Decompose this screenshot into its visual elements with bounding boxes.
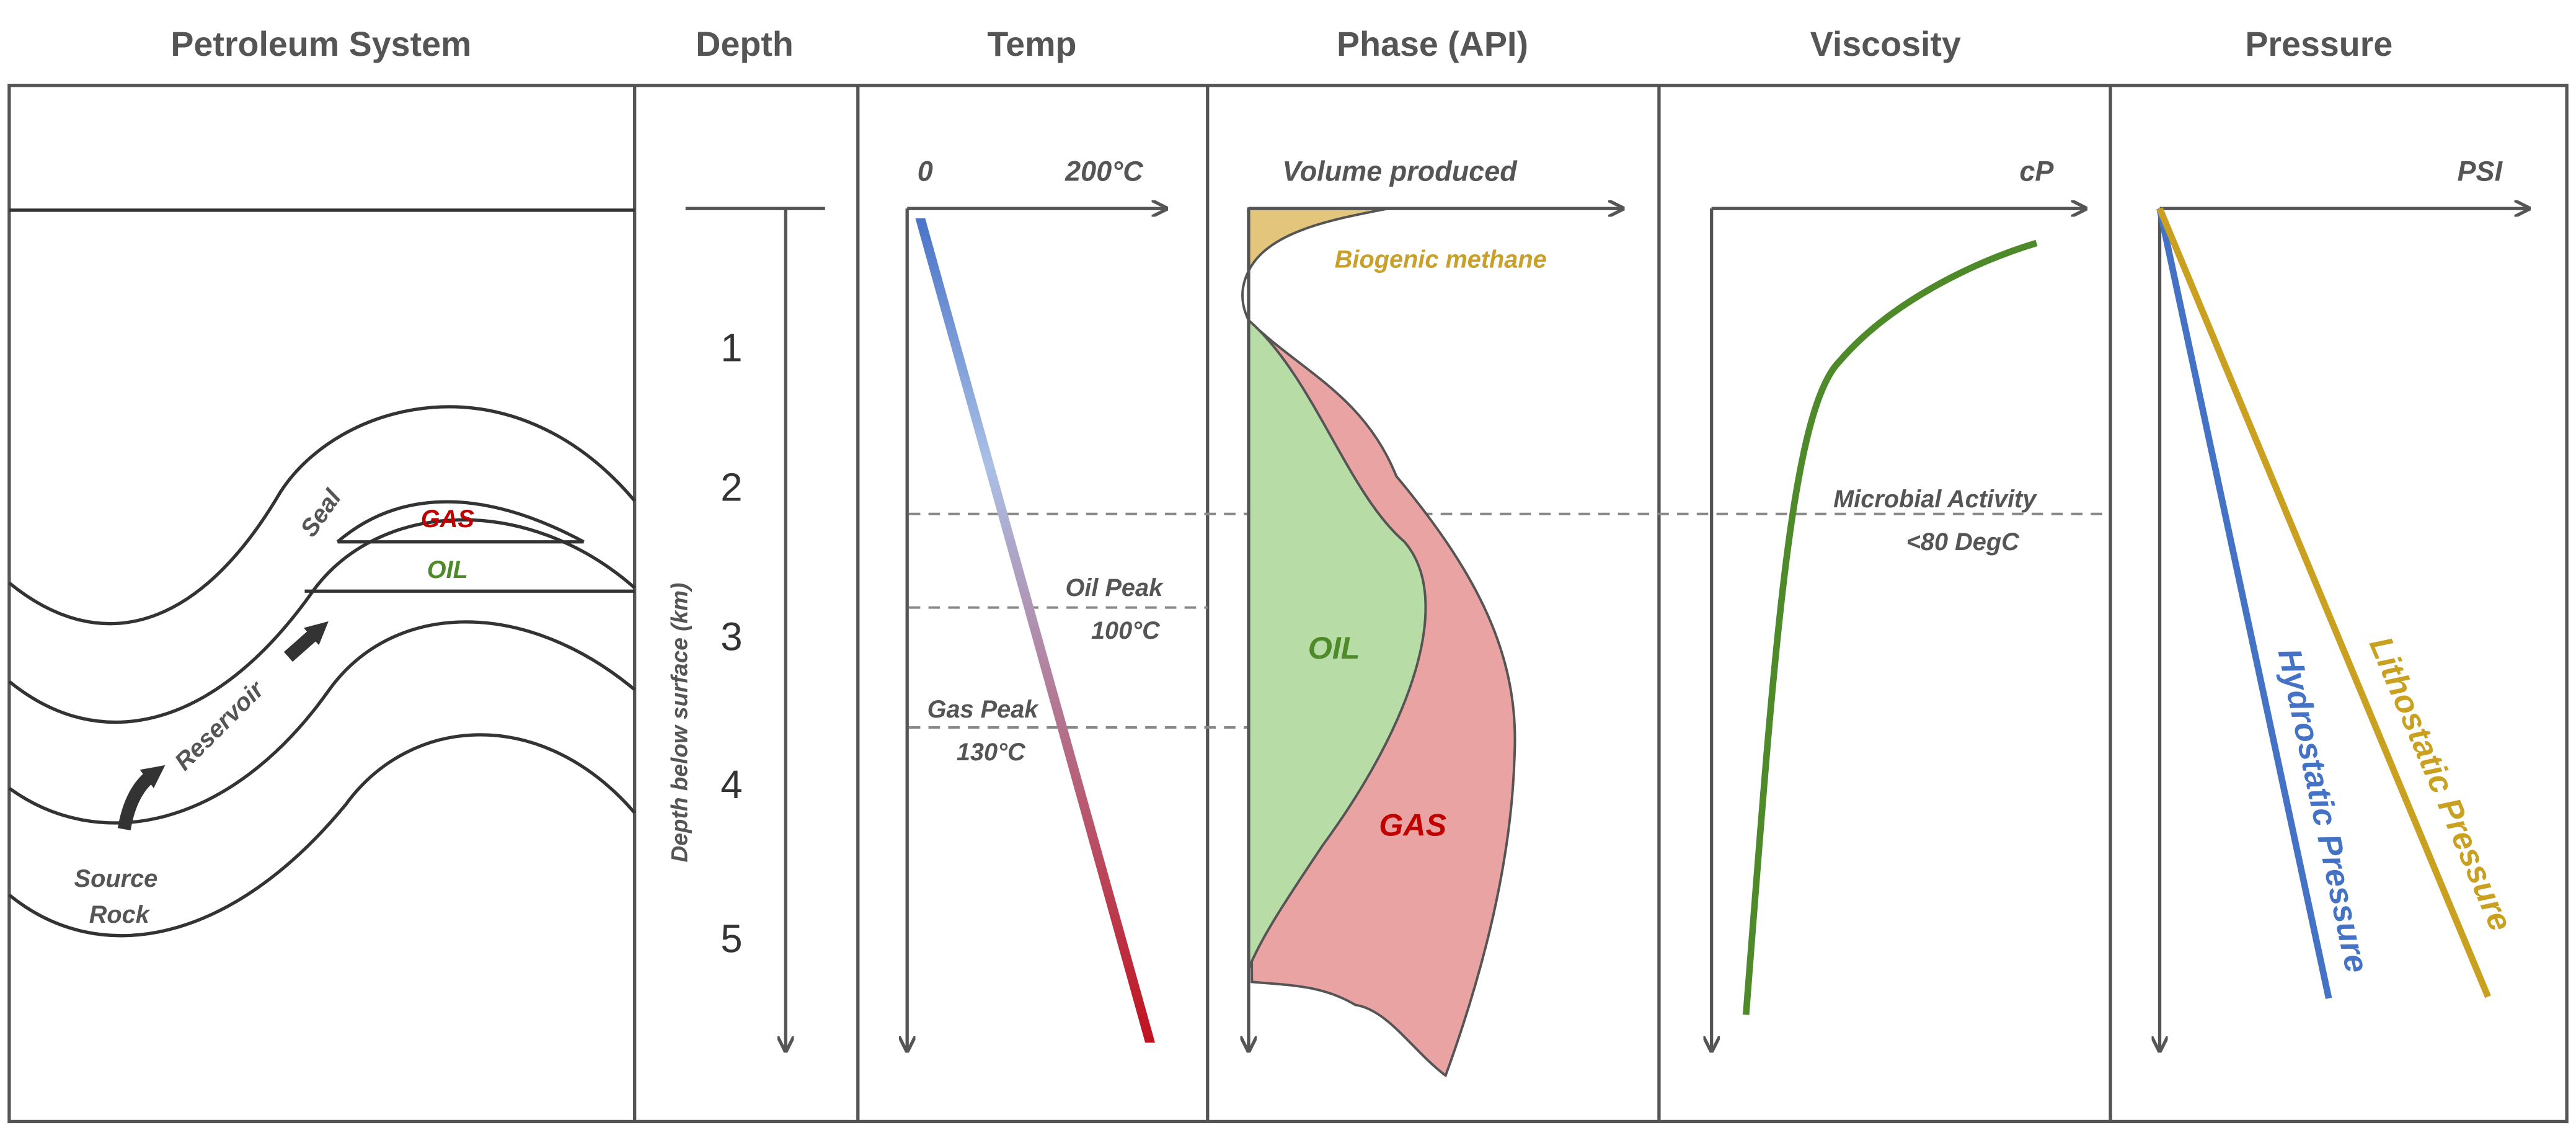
biogenic-label: Biogenic methane: [1335, 246, 1547, 273]
depth-tick: 4: [720, 763, 742, 807]
gas-peak-label: Gas Peak: [927, 696, 1040, 723]
column-title: Viscosity: [1810, 25, 1961, 63]
frame: [7, 84, 2569, 1124]
microbial-label: <80 DegC: [1906, 528, 2020, 556]
depth-tick: 5: [720, 917, 742, 961]
column-title: Temp: [987, 25, 1076, 63]
oil-peak-label: 100°C: [1091, 617, 1161, 644]
reservoir-label: Reservoir: [169, 675, 270, 775]
depth-tick: 2: [720, 466, 742, 510]
biogenic-area: [1247, 207, 1389, 272]
lithostatic-line: [2156, 207, 2491, 998]
oil-label: OIL: [1308, 630, 1360, 665]
petroleum-layers: [8, 208, 636, 938]
viscosity-axis-label: cP: [2019, 155, 2054, 187]
temp-max: 200°C: [1064, 155, 1144, 187]
gas-label: GAS: [1379, 807, 1446, 843]
temp-gradient: [915, 218, 1156, 1043]
depth-tick: 3: [720, 615, 742, 659]
phase-outline: [1241, 270, 1250, 321]
column-title: Depth: [696, 25, 794, 63]
gas-label: GAS: [421, 505, 475, 533]
column-title: Petroleum System: [170, 25, 471, 63]
gas-peak-label: 130°C: [957, 739, 1026, 766]
oil-peak-label: Oil Peak: [1065, 574, 1164, 602]
column-title: Pressure: [2245, 25, 2392, 63]
phase-axis-label: Volume produced: [1282, 155, 1518, 187]
oil-area: [1247, 317, 1427, 969]
temp-min: 0: [918, 155, 933, 187]
source-label: Rock: [89, 901, 151, 928]
pressure-axis-label: PSI: [2458, 155, 2503, 187]
oil-label: OIL: [427, 556, 468, 584]
viscosity-curve: [1742, 239, 2038, 1015]
seal-label: Seal: [295, 484, 347, 542]
depth-tick: 1: [720, 326, 742, 370]
hydrostatic-line: [2156, 208, 2332, 999]
microbial-label: Microbial Activity: [1833, 486, 2037, 513]
column-title: Phase (API): [1337, 25, 1528, 63]
depth-axis-label: Depth below surface (km): [666, 583, 692, 863]
source-label: Source: [74, 865, 158, 892]
